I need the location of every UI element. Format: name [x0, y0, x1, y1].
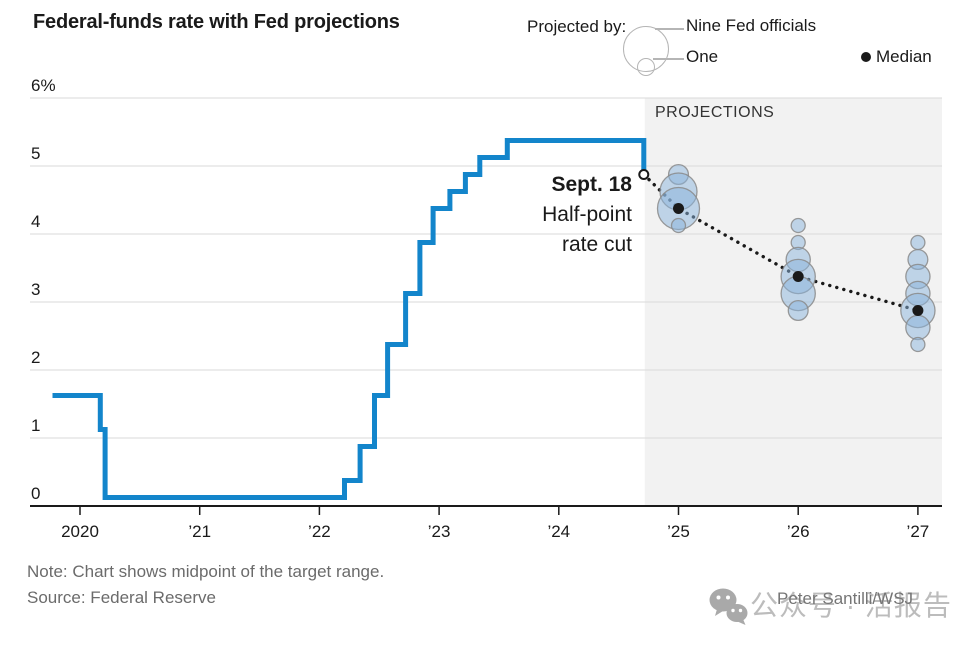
projection-bubble [910, 336, 926, 353]
annotation-date: Sept. 18 [551, 173, 632, 196]
x-tick-label: ’27 [907, 522, 930, 541]
y-tick-label: 6% [31, 76, 56, 95]
wechat-watermark: 公众号 · 活报告 [708, 586, 952, 633]
legend-median-dot-icon [861, 52, 871, 62]
median-dot [792, 271, 804, 282]
x-tick-label: ’21 [188, 522, 211, 541]
x-tick-label: ’23 [428, 522, 451, 541]
rate-step-line [52, 138, 647, 500]
annotation-text-line: rate cut [561, 233, 632, 256]
y-tick-label: 2 [31, 348, 40, 367]
x-tick-label: ’26 [787, 522, 810, 541]
chart-source: Source: Federal Reserve [27, 588, 216, 607]
y-tick-label: 5 [31, 144, 40, 163]
rate-cut-annotation: Sept. 18 Half-point rate cut [542, 170, 632, 260]
chart-note: Note: Chart shows midpoint of the target… [27, 562, 385, 581]
legend-nine-officials-label: Nine Fed officials [686, 16, 817, 35]
watermark-text: 公众号 · 活报告 [750, 590, 952, 621]
projection-bubble [910, 234, 926, 251]
author-credit: Peter Santilli/WSJ [777, 589, 914, 608]
projection-bubble [905, 314, 931, 341]
rate-cut-open-marker [638, 169, 650, 180]
projection-bubble [790, 217, 806, 234]
y-tick-label: 1 [31, 416, 40, 435]
wechat-icon [708, 586, 750, 633]
projection-bubble [670, 217, 687, 234]
legend-projected-by-label: Projected by: [527, 17, 627, 36]
x-tick-label: ’24 [547, 522, 570, 541]
y-tick-label: 4 [31, 212, 40, 231]
annotation-text-line: Half-point [542, 203, 632, 226]
projection-bubble [787, 299, 809, 322]
x-tick-label: ’25 [667, 522, 690, 541]
y-tick-label: 3 [31, 280, 40, 299]
y-tick-label: 0 [31, 484, 40, 503]
chart-title: Federal-funds rate with Fed projections [33, 11, 400, 33]
median-dot [673, 203, 684, 214]
legend-one-official-circle-icon [637, 58, 655, 76]
median-dot [912, 305, 924, 316]
legend-connector-line [655, 28, 684, 30]
x-tick-label: 2020 [61, 522, 99, 541]
legend-median-label: Median [876, 47, 932, 66]
legend-one-official-label: One [686, 47, 719, 66]
legend-connector-line [653, 58, 684, 60]
x-tick-label: ’22 [308, 522, 331, 541]
projections-region-label: PROJECTIONS [655, 104, 775, 121]
median-dotted-line [642, 172, 920, 313]
